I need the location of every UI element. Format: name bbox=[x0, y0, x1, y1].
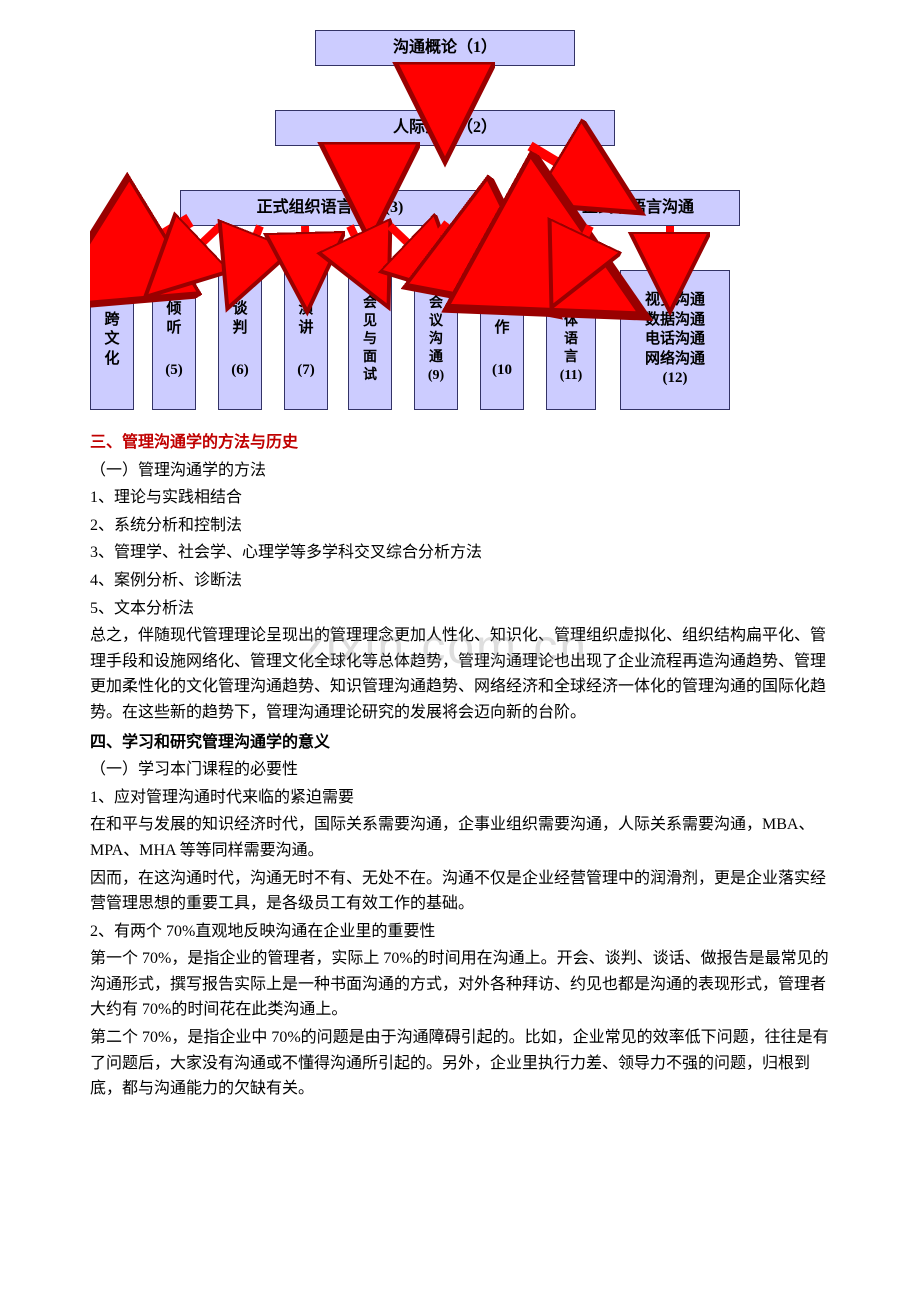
leaf-line: 谈 bbox=[232, 300, 247, 320]
section3-summary: 总之，伴随现代管理理论呈现出的管理理念更加人性化、知识化、管理组织虚拟化、组织结… bbox=[90, 623, 830, 725]
leaf-line: 电话沟通 bbox=[645, 330, 705, 350]
leaf-line: 面 bbox=[363, 349, 377, 367]
leaf-line: 试 bbox=[363, 367, 377, 385]
leaf-line: 会 bbox=[363, 295, 377, 313]
leaf-8: 视觉沟通 数据沟通 电话沟通 网络沟通 (12) bbox=[620, 270, 730, 410]
list-item: 1、理论与实践相结合 bbox=[90, 485, 830, 511]
leaf-line: 网络沟通 bbox=[645, 350, 705, 370]
leaf-line: 倾 bbox=[166, 300, 181, 320]
flowchart: 沟通概论（1） 人际沟通（2） 正式组织语言沟通(3) 非正式非语言沟通 跨 文… bbox=[90, 20, 830, 420]
leaf-num: (5) bbox=[165, 361, 183, 381]
leaf-6: 写 作 (10 bbox=[480, 270, 524, 410]
leaf-line: 见 bbox=[363, 313, 377, 331]
leaf-line: 议 bbox=[429, 313, 443, 331]
list-item: 5、文本分析法 bbox=[90, 596, 830, 622]
leaf-4: 会 见 与 面 试 bbox=[348, 270, 392, 410]
leaf-2: 谈 判 (6) bbox=[218, 270, 262, 410]
leaf-line: 通 bbox=[429, 349, 443, 367]
leaf-0: 跨 文 化 bbox=[90, 270, 134, 410]
list-item: 4、案例分析、诊断法 bbox=[90, 568, 830, 594]
leaf-line: 与 bbox=[363, 331, 377, 349]
section4-sub1: （一）学习本门课程的必要性 bbox=[90, 757, 830, 783]
leaf-line: 演 bbox=[298, 300, 313, 320]
section3-sub1: （一）管理沟通学的方法 bbox=[90, 458, 830, 484]
leaf-line: 写 bbox=[494, 300, 509, 320]
section4-para1: 在和平与发展的知识经济时代，国际关系需要沟通，企事业组织需要沟通，人际关系需要沟… bbox=[90, 812, 830, 863]
node-level2: 人际沟通（2） bbox=[275, 110, 615, 146]
leaf-line: 言 bbox=[564, 349, 578, 367]
leaf-num: (6) bbox=[231, 361, 249, 381]
leaf-line: 判 bbox=[232, 319, 247, 339]
leaf-line: 文 bbox=[104, 330, 119, 350]
leaf-line: 语 bbox=[564, 331, 578, 349]
leaf-line: 视觉沟通 bbox=[645, 291, 705, 311]
leaf-3: 演 讲 (7) bbox=[284, 270, 328, 410]
leaf-line: 化 bbox=[104, 350, 119, 370]
leaf-1: 倾 听 (5) bbox=[152, 270, 196, 410]
leaf-7: 身 体 语 言 (11) bbox=[546, 270, 596, 410]
node-level3-left: 正式组织语言沟通(3) bbox=[180, 190, 480, 226]
section3-title: 三、管理沟通学的方法与历史 bbox=[90, 430, 830, 456]
leaf-line: 体 bbox=[564, 313, 578, 331]
leaf-line: 数据沟通 bbox=[645, 311, 705, 331]
section4-para4: 第二个 70%，是指企业中 70%的问题是由于沟通障碍引起的。比如，企业常见的效… bbox=[90, 1025, 830, 1102]
section4-item2: 2、有两个 70%直观地反映沟通在企业里的重要性 bbox=[90, 919, 830, 945]
leaf-num: (10 bbox=[492, 361, 512, 381]
leaf-line: 身 bbox=[564, 295, 578, 313]
list-item: 3、管理学、社会学、心理学等多学科交叉综合分析方法 bbox=[90, 540, 830, 566]
leaf-num: (11) bbox=[560, 367, 583, 385]
leaf-num: (7) bbox=[297, 361, 315, 381]
node-top: 沟通概论（1） bbox=[315, 30, 575, 66]
leaf-5: 会 议 沟 通 (9) bbox=[414, 270, 458, 410]
section4-item1: 1、应对管理沟通时代来临的紧迫需要 bbox=[90, 785, 830, 811]
list-item: 2、系统分析和控制法 bbox=[90, 513, 830, 539]
leaf-line: 会 bbox=[429, 295, 443, 313]
leaf-line: 作 bbox=[494, 319, 509, 339]
leaf-line: 跨 bbox=[104, 311, 119, 331]
section4-para3: 第一个 70%，是指企业的管理者，实际上 70%的时间用在沟通上。开会、谈判、谈… bbox=[90, 946, 830, 1023]
leaf-line: 听 bbox=[166, 319, 181, 339]
leaf-line: 讲 bbox=[298, 319, 313, 339]
section4-para2: 因而，在这沟通时代，沟通无时不有、无处不在。沟通不仅是企业经营管理中的润滑剂，更… bbox=[90, 866, 830, 917]
leaf-num: (9) bbox=[428, 367, 444, 385]
leaf-line: 沟 bbox=[429, 331, 443, 349]
node-level3-right: 非正式非语言沟通 bbox=[520, 190, 740, 226]
leaf-num: (12) bbox=[663, 369, 688, 389]
section4-title: 四、学习和研究管理沟通学的意义 bbox=[90, 730, 830, 756]
